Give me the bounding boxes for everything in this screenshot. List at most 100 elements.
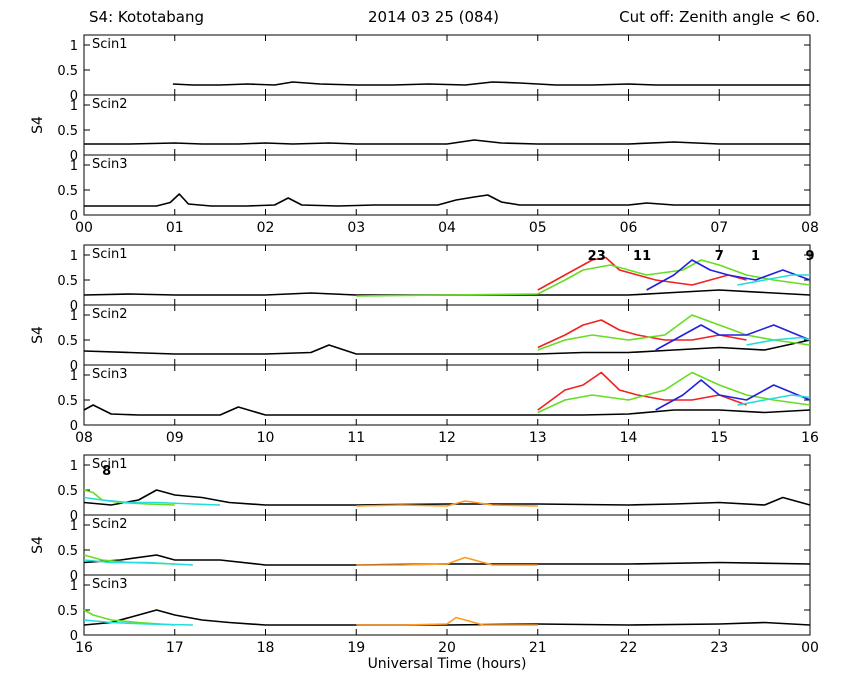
prn-label-8: 8 bbox=[102, 464, 111, 479]
x-tick-label: 23 bbox=[710, 640, 728, 656]
panel-frame bbox=[83, 304, 811, 366]
series-line bbox=[83, 404, 811, 416]
x-axis-title: Universal Time (hours) bbox=[368, 656, 527, 672]
x-tick-label: 02 bbox=[257, 220, 275, 236]
x-tick-label: 05 bbox=[529, 220, 547, 236]
x-tick-label: 16 bbox=[75, 640, 93, 656]
y-tick-label: 0.5 bbox=[57, 334, 78, 349]
y-axis-title: S4 bbox=[30, 326, 46, 344]
series-line bbox=[356, 500, 538, 507]
series-line bbox=[655, 324, 811, 351]
panel-label-scin2: Scin2 bbox=[92, 307, 128, 322]
y-tick-label: 0.5 bbox=[57, 124, 78, 139]
series-line bbox=[83, 339, 811, 355]
series-line bbox=[537, 256, 747, 291]
panel-label-scin3: Scin3 bbox=[92, 157, 128, 172]
y-tick-label: 1 bbox=[70, 579, 78, 594]
x-tick-label: 17 bbox=[166, 640, 184, 656]
series-line bbox=[537, 319, 747, 349]
cutoff-title: Cut off: Zenith angle < 60. bbox=[619, 8, 820, 26]
x-tick-label: 15 bbox=[710, 430, 728, 446]
series-line bbox=[537, 371, 811, 414]
y-tick-label: 0.5 bbox=[57, 484, 78, 499]
series-line bbox=[84, 193, 810, 207]
prn-label-7: 7 bbox=[715, 249, 724, 264]
series-line bbox=[537, 314, 811, 351]
y-tick-label: 0 bbox=[70, 359, 78, 374]
y-tick-label: 1 bbox=[70, 99, 78, 114]
x-tick-label: 06 bbox=[620, 220, 638, 236]
y-tick-label: 1 bbox=[70, 249, 78, 264]
x-tick-label: 07 bbox=[710, 220, 728, 236]
series-line bbox=[537, 371, 747, 411]
series-line bbox=[172, 81, 810, 86]
series-line bbox=[737, 394, 811, 406]
y-tick-label: 1 bbox=[70, 519, 78, 534]
prn-label-9: 9 bbox=[805, 249, 814, 264]
series-line bbox=[356, 259, 811, 297]
series-line bbox=[84, 139, 810, 145]
x-tick-label: 08 bbox=[75, 430, 93, 446]
x-tick-label: 01 bbox=[166, 220, 184, 236]
series-line bbox=[83, 489, 811, 506]
series-line bbox=[83, 619, 193, 626]
y-tick-label: 0.5 bbox=[57, 274, 78, 289]
x-tick-label: 22 bbox=[620, 640, 638, 656]
y-tick-label: 0 bbox=[70, 149, 78, 164]
y-tick-label: 0.5 bbox=[57, 544, 78, 559]
prn-label-11: 11 bbox=[633, 249, 651, 264]
y-tick-label: 0.5 bbox=[57, 184, 78, 199]
y-tick-label: 0.5 bbox=[57, 604, 78, 619]
panel-frame bbox=[83, 244, 811, 306]
series-line bbox=[83, 554, 811, 566]
x-tick-label: 21 bbox=[529, 640, 547, 656]
series-line bbox=[356, 556, 538, 566]
y-tick-label: 0 bbox=[70, 89, 78, 104]
panel-label-scin2: Scin2 bbox=[92, 517, 128, 532]
x-tick-label: 12 bbox=[438, 430, 456, 446]
date-title: 2014 03 25 (084) bbox=[368, 8, 499, 26]
x-tick-label: 16 bbox=[801, 430, 819, 446]
series-line bbox=[83, 496, 221, 506]
x-tick-label: 00 bbox=[801, 640, 819, 656]
y-tick-label: 1 bbox=[70, 39, 78, 54]
station-title: S4: Kototabang bbox=[89, 8, 205, 26]
y-tick-label: 0 bbox=[70, 209, 78, 224]
x-tick-label: 13 bbox=[529, 430, 547, 446]
x-tick-label: 03 bbox=[347, 220, 365, 236]
series-line bbox=[83, 559, 193, 566]
series-line bbox=[356, 616, 538, 626]
x-tick-label: 04 bbox=[438, 220, 456, 236]
panel-frame bbox=[83, 94, 811, 156]
series-line bbox=[737, 274, 810, 286]
series-line bbox=[746, 336, 811, 346]
y-tick-label: 1 bbox=[70, 369, 78, 384]
series-line bbox=[646, 259, 811, 291]
series-line bbox=[655, 379, 811, 411]
x-tick-label: 10 bbox=[257, 430, 275, 446]
y-tick-label: 0 bbox=[70, 299, 78, 314]
panel-frame bbox=[83, 34, 811, 96]
y-tick-label: 1 bbox=[70, 309, 78, 324]
x-tick-label: 09 bbox=[166, 430, 184, 446]
x-tick-label: 08 bbox=[801, 220, 819, 236]
y-tick-label: 1 bbox=[70, 459, 78, 474]
y-axis-title: S4 bbox=[30, 116, 46, 134]
panel-frame bbox=[83, 364, 811, 426]
x-tick-label: 00 bbox=[75, 220, 93, 236]
y-tick-label: 1 bbox=[70, 159, 78, 174]
panel-frame bbox=[83, 514, 811, 576]
x-tick-label: 11 bbox=[347, 430, 365, 446]
prn-label-23: 23 bbox=[588, 249, 606, 264]
panel-label-scin1: Scin1 bbox=[92, 37, 128, 52]
x-tick-label: 19 bbox=[347, 640, 365, 656]
panel-label-scin3: Scin3 bbox=[92, 577, 128, 592]
panel-label-scin1: Scin1 bbox=[92, 247, 128, 262]
panel-frame bbox=[83, 574, 811, 636]
prn-label-1: 1 bbox=[751, 249, 760, 264]
y-tick-label: 0 bbox=[70, 629, 78, 644]
x-tick-label: 18 bbox=[257, 640, 275, 656]
panel-frame bbox=[83, 154, 811, 216]
y-tick-label: 0.5 bbox=[57, 394, 78, 409]
